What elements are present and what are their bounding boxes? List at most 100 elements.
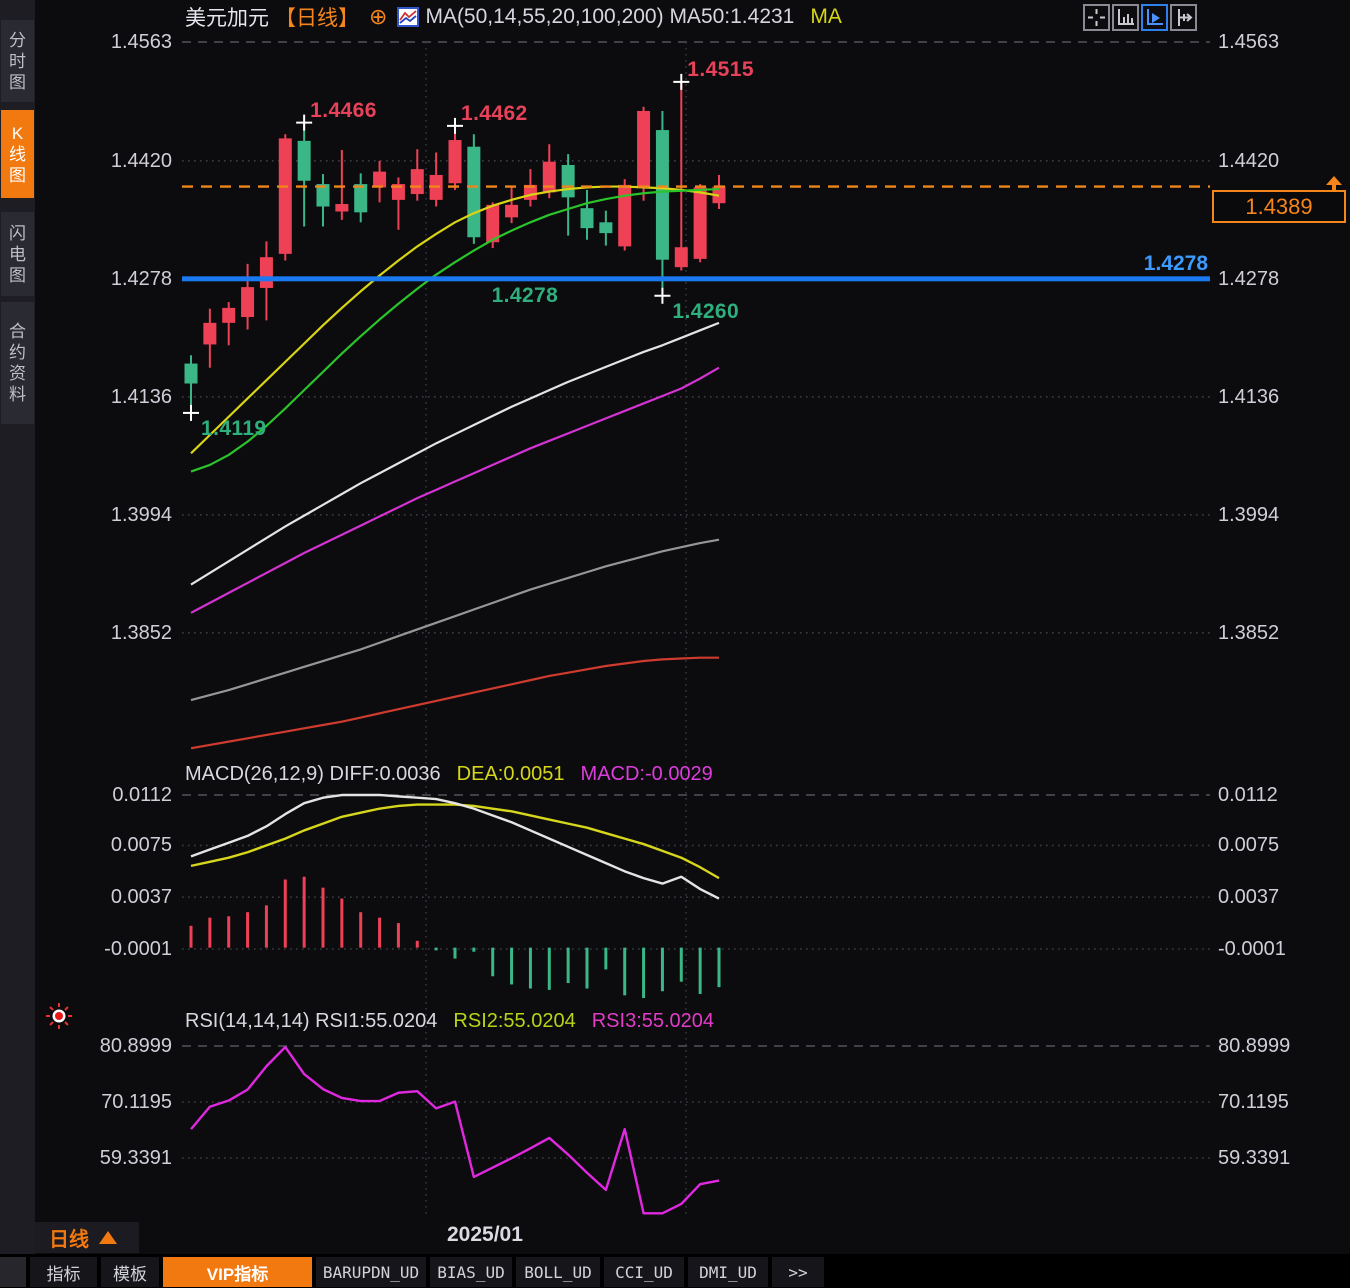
period-selector[interactable]: 日线 [35,1222,139,1253]
rsi3-value: RSI3:55.0204 [591,1010,715,1032]
rsi-header: RSI(14,14,14) RSI1:55.0204 RSI2:55.0204 RS… [185,1010,714,1033]
y-axis-label: 1.4278 [110,267,172,290]
candle-body [222,307,236,323]
candle-body [637,110,651,189]
y-axis-label: 0.0075 [110,834,172,857]
y-axis-label: 80.8999 [1218,1035,1291,1057]
alert-sun-icon[interactable] [45,1002,73,1030]
candle-body [335,204,349,212]
rsi-line [190,1045,720,1215]
y-axis-scale-icon[interactable] [1112,4,1139,31]
price-up-arrow-stem [1332,184,1336,191]
sidebar-item-3[interactable]: 闪电图 [1,212,34,296]
tab-模板[interactable]: 模板 [101,1257,159,1287]
y-axis-label: 1.4563 [1218,31,1280,53]
candle-body [467,146,481,238]
candle-body [693,187,707,259]
y-axis-label: 0.0037 [110,886,172,909]
candle-body [316,184,330,207]
candle-body [184,363,198,384]
period-tag: 【日线】 [275,7,359,30]
price-annotation: 1.4119 [201,416,267,440]
candle-body [297,140,311,181]
y-axis-label: 1.3994 [110,503,172,526]
tab-dmi_ud[interactable]: DMI_UD [688,1257,768,1287]
candle-body [373,171,387,188]
y-axis-label: 1.4136 [1218,385,1280,408]
macd-diff-line [190,793,720,900]
candle-body [505,204,519,218]
y-axis-label: 0.0037 [1218,886,1280,909]
add-indicator-icon[interactable]: ⊕ [369,4,388,29]
candle-body [354,184,368,213]
candle-body [542,161,556,193]
price-annotation: 1.4260 [672,299,740,323]
tab->>[interactable]: >> [772,1257,824,1287]
macd-header: MACD(26,12,9) DIFF:0.0036 DEA:0.0051 MACD:… [185,763,713,786]
ma-indicator-label[interactable]: MA [810,5,842,28]
ma50-line [190,185,720,455]
y-axis-label: 70.1195 [101,1090,172,1113]
macd-dea-line [190,803,720,880]
candle-body [448,140,462,184]
tab-cci_ud[interactable]: CCI_UD [604,1257,684,1287]
candle-body [618,184,632,247]
y-axis-label: 59.3391 [1218,1146,1291,1169]
ma-settings-text: MA(50,14,55,20,100,200) MA50:1.4231 [425,5,795,28]
sidebar-item-4[interactable]: 合约资料 [1,302,34,424]
tab-bias_ud[interactable]: BIAS_UD [430,1257,512,1287]
candle-body [278,138,292,254]
current-price-tag: 1.4389 [1212,190,1346,223]
tab-barupdn_ud[interactable]: BARUPDN_UD [316,1257,426,1287]
support-line[interactable] [182,276,1210,282]
candle-body [674,247,688,268]
x-axis-shift-icon[interactable] [1170,4,1197,31]
candle-body [580,208,594,229]
candle-body [391,184,405,200]
y-axis-label: 1.4563 [110,31,172,53]
y-axis-label: 0.0075 [1218,834,1280,857]
rsi2-value: RSI2:55.0204 [453,1010,576,1032]
candle-body [259,257,273,288]
period-up-triangle-icon [99,1231,117,1244]
ma14-line [190,187,720,473]
y-axis-label: 1.4420 [1218,149,1280,172]
rsi-title: RSI(14,14,14) RSI1:55.0204 [185,1010,438,1032]
crosshair-icon[interactable] [1083,4,1110,31]
x-axis-date-label: 2025/01 [447,1223,523,1246]
ma20-line [190,366,720,614]
auto-fit-icon[interactable] [1141,4,1168,31]
tab-boll_ud[interactable]: BOLL_UD [516,1257,600,1287]
y-axis-label: 59.3391 [99,1146,172,1169]
candle-body [203,322,217,345]
price-annotation: 1.4462 [460,101,528,125]
y-axis-label: 1.3994 [1218,503,1280,526]
y-axis-label: 1.3852 [1218,621,1280,644]
y-axis-label: 1.3852 [110,621,172,644]
y-axis-label: 70.1195 [1218,1090,1289,1113]
tabbar-corner [0,1257,26,1287]
price-annotation: 1.4466 [310,98,377,122]
price-annotation: 1.4278 [491,283,559,307]
price-up-arrow-icon [1326,176,1342,185]
y-axis-label: 0.0112 [1218,784,1278,806]
y-axis-label: 0.0112 [112,784,172,806]
y-axis-label: 80.8999 [99,1035,172,1057]
macd-macd-value: MACD:-0.0029 [580,763,713,785]
price-annotation: 1.4515 [687,57,754,81]
candle-body [241,287,255,318]
support-line-label: 1.4278 [1143,252,1208,275]
candle-body [655,130,669,260]
candle-body [561,164,575,198]
sidebar-item-1[interactable]: 分时图 [1,20,34,102]
tab-指标[interactable]: 指标 [30,1257,97,1287]
y-axis-label: 1.4420 [110,149,172,172]
tab-vip指标[interactable]: VIP指标 [163,1257,312,1287]
y-axis-label: -0.0001 [104,938,172,960]
chart-header: 美元加元 【日线】 ⊕ MA(50,14,55,20,100,200) MA50… [185,2,842,32]
candle-body [599,222,613,234]
